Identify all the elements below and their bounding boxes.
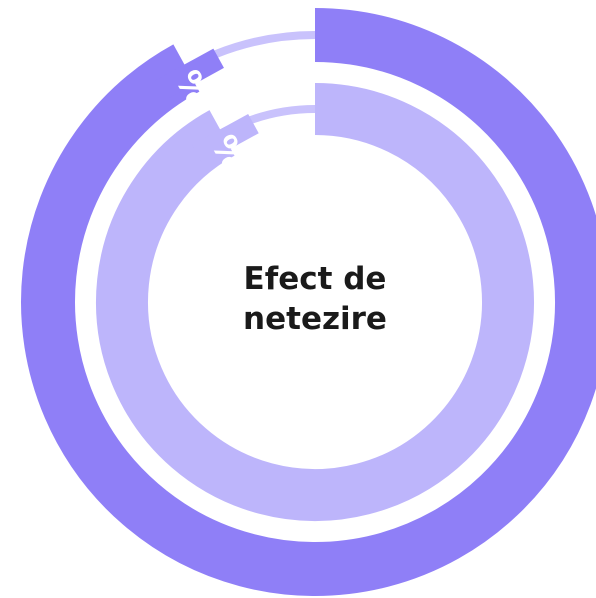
progress-arc — [96, 83, 534, 521]
title-line: Efect de netezire — [243, 261, 387, 337]
label-bg — [155, 48, 224, 100]
progress-arc — [21, 8, 596, 596]
label-bg — [192, 113, 259, 165]
value-label: 92% — [205, 127, 279, 218]
